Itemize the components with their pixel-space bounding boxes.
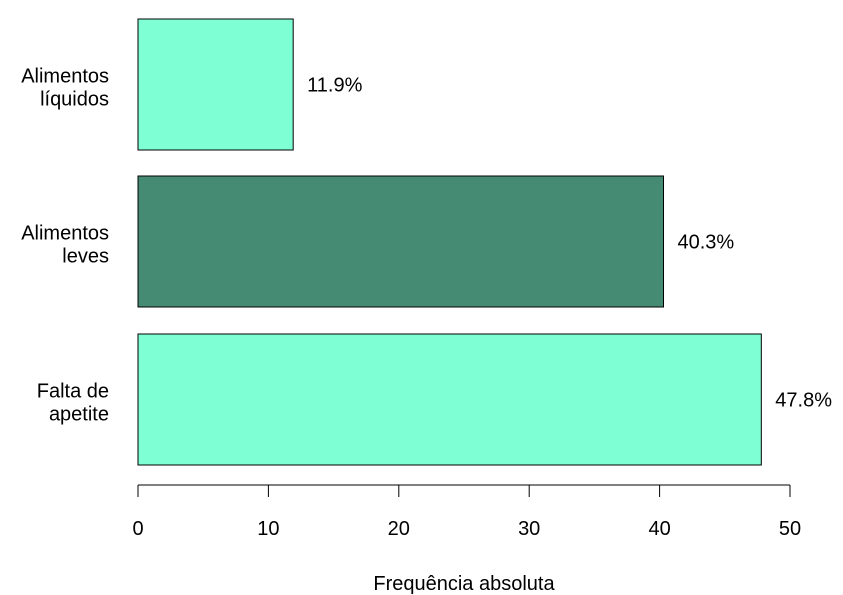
data-label-0: 47.8%: [775, 390, 832, 412]
bar-1: [138, 176, 664, 307]
x-tick-label-4: 40: [648, 518, 670, 540]
x-axis-title: Frequência absoluta: [373, 573, 555, 595]
x-tick-label-1: 10: [257, 518, 279, 540]
category-label-line: Alimentos: [21, 223, 109, 245]
category-label-line: leves: [62, 246, 109, 268]
data-label-2: 11.9%: [307, 75, 362, 97]
bars-layer: [138, 19, 761, 465]
x-axis: 0 10 20 30 40 50: [132, 485, 801, 540]
category-label-line: apetite: [49, 404, 109, 426]
bar-0: [138, 334, 761, 465]
category-label-2: Alimentos líquidos: [21, 66, 109, 111]
x-tick-label-0: 0: [132, 518, 143, 540]
x-tick-label-5: 50: [779, 518, 801, 540]
category-label-line: Alimentos: [21, 66, 109, 88]
data-label-1: 40.3%: [678, 232, 735, 254]
x-tick-label-2: 20: [388, 518, 410, 540]
bar-2: [138, 19, 293, 150]
category-label-line: Falta de: [37, 381, 109, 403]
x-tick-label-3: 30: [518, 518, 540, 540]
category-label-1: Alimentos leves: [21, 223, 109, 268]
category-label-line: líquidos: [40, 89, 109, 111]
category-label-0: Falta de apetite: [37, 381, 109, 426]
